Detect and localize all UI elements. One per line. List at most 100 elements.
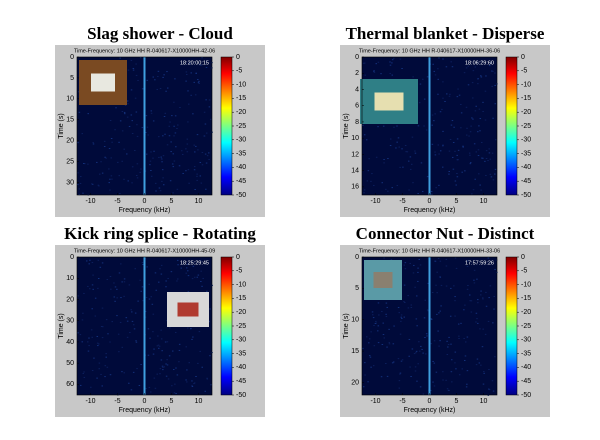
noise xyxy=(431,291,434,293)
noise xyxy=(474,178,476,180)
noise xyxy=(77,184,79,186)
noise xyxy=(430,319,433,321)
y-tick-label: 10 xyxy=(351,135,359,142)
noise xyxy=(123,111,126,113)
noise xyxy=(363,192,365,194)
subtitle: Time-Frequency: 10 GHz HH R-040617-X1000… xyxy=(359,248,500,254)
noise xyxy=(163,366,166,368)
noise xyxy=(479,130,481,132)
noise xyxy=(97,184,100,186)
noise xyxy=(442,145,444,147)
noise xyxy=(192,265,195,267)
noise xyxy=(156,88,159,90)
noise xyxy=(204,390,206,392)
photo-object xyxy=(177,302,199,317)
noise xyxy=(463,359,466,361)
noise xyxy=(471,82,474,84)
noise xyxy=(377,302,380,304)
colorbar-tick-label: -5 xyxy=(236,68,242,75)
noise xyxy=(480,189,482,191)
noise xyxy=(494,168,497,170)
noise xyxy=(199,260,202,262)
noise xyxy=(383,257,385,259)
noise xyxy=(458,374,461,376)
noise xyxy=(492,70,494,72)
noise xyxy=(436,271,438,273)
noise xyxy=(494,72,496,74)
noise xyxy=(194,151,196,153)
noise xyxy=(201,152,204,154)
noise xyxy=(149,164,151,166)
noise xyxy=(409,156,412,158)
noise xyxy=(452,168,455,170)
noise xyxy=(77,295,79,297)
noise xyxy=(208,99,211,101)
noise xyxy=(422,352,424,354)
noise xyxy=(439,150,442,152)
noise xyxy=(180,150,183,152)
noise xyxy=(467,84,470,86)
noise xyxy=(407,307,410,309)
noise xyxy=(427,282,430,284)
noise xyxy=(401,359,404,361)
noise xyxy=(126,116,129,118)
colorbar-tick-label: -40 xyxy=(521,364,531,371)
noise xyxy=(466,127,468,129)
noise xyxy=(176,128,178,130)
noise xyxy=(141,286,144,288)
noise xyxy=(393,126,395,128)
noise xyxy=(147,134,149,136)
noise xyxy=(466,370,469,372)
noise xyxy=(203,111,206,113)
noise xyxy=(82,163,85,165)
noise xyxy=(87,163,89,165)
noise xyxy=(148,298,151,300)
noise xyxy=(476,278,478,280)
noise xyxy=(376,330,379,332)
noise xyxy=(387,158,389,160)
noise xyxy=(121,111,124,113)
noise xyxy=(393,57,395,59)
noise xyxy=(107,333,109,335)
noise xyxy=(87,113,89,115)
noise xyxy=(185,346,188,348)
noise xyxy=(371,173,373,175)
noise xyxy=(176,280,178,282)
noise xyxy=(140,168,142,170)
noise xyxy=(481,346,484,348)
noise xyxy=(469,154,471,156)
noise xyxy=(401,148,403,150)
y-tick-label: 20 xyxy=(66,137,74,144)
noise xyxy=(451,120,454,122)
noise xyxy=(135,111,138,113)
noise xyxy=(404,262,407,264)
noise xyxy=(166,320,168,322)
noise xyxy=(386,375,389,377)
noise xyxy=(377,342,380,344)
noise xyxy=(179,107,181,109)
noise xyxy=(366,336,368,338)
noise xyxy=(145,115,148,117)
noise xyxy=(475,151,478,153)
colorbar-tick-label: -30 xyxy=(521,137,531,144)
noise xyxy=(411,136,414,138)
noise xyxy=(482,298,484,300)
noise xyxy=(391,362,394,364)
noise xyxy=(196,173,198,175)
noise xyxy=(434,74,437,76)
noise xyxy=(94,297,97,299)
noise xyxy=(433,70,436,72)
noise xyxy=(485,150,488,152)
noise xyxy=(451,156,454,158)
noise xyxy=(463,337,465,339)
noise xyxy=(484,119,487,121)
noise xyxy=(419,83,422,85)
noise xyxy=(448,173,450,175)
noise xyxy=(425,353,427,355)
noise xyxy=(114,129,116,131)
noise xyxy=(154,182,157,184)
noise xyxy=(176,374,179,376)
colorbar-tick-label: 0 xyxy=(236,54,240,61)
noise xyxy=(119,192,121,194)
noise xyxy=(441,166,444,168)
